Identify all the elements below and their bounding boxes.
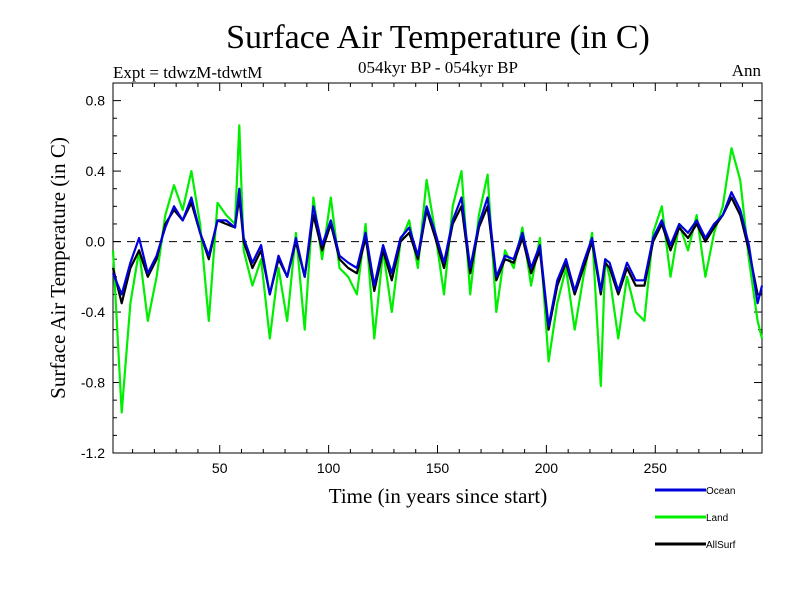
x-axis-label: Time (in years since start) bbox=[329, 484, 548, 508]
axis-ticks bbox=[113, 82, 762, 454]
x-tick-labels: 50 100 150 200 250 bbox=[212, 460, 667, 476]
plot-frame bbox=[112, 82, 763, 454]
y-tick-label: -0.4 bbox=[81, 304, 105, 320]
legend: Ocean Land AllSurf bbox=[655, 486, 736, 551]
legend-label-ocean: Ocean bbox=[706, 486, 735, 497]
series-group bbox=[111, 124, 764, 414]
experiment-label: Expt = tdwzM-tdwtM bbox=[113, 63, 262, 82]
x-tick-label: 200 bbox=[535, 460, 559, 476]
y-axis-label: Surface Air Temperature (in C) bbox=[46, 137, 70, 399]
y-tick-label: 0.0 bbox=[86, 234, 106, 250]
y-tick-label: -0.8 bbox=[81, 375, 105, 391]
period-label: Ann bbox=[732, 61, 762, 80]
x-tick-label: 50 bbox=[212, 460, 228, 476]
chart-title: Surface Air Temperature (in C) bbox=[226, 19, 650, 56]
chart-subtitle: 054kyr BP - 054kyr BP bbox=[358, 58, 518, 77]
x-tick-label: 150 bbox=[426, 460, 450, 476]
legend-label-land: Land bbox=[706, 513, 728, 524]
series-line-land bbox=[111, 124, 764, 414]
legend-label-allsurf: AllSurf bbox=[706, 540, 736, 551]
y-tick-label: 0.8 bbox=[86, 93, 106, 109]
y-tick-labels: 0.8 0.4 0.0 -0.4 -0.8 -1.2 bbox=[81, 93, 105, 461]
series-line-allsurf bbox=[111, 196, 762, 331]
x-tick-label: 100 bbox=[317, 460, 341, 476]
y-tick-label: -1.2 bbox=[81, 445, 105, 461]
y-tick-label: 0.4 bbox=[86, 163, 106, 179]
x-tick-label: 250 bbox=[644, 460, 668, 476]
series-line-ocean bbox=[111, 187, 764, 328]
